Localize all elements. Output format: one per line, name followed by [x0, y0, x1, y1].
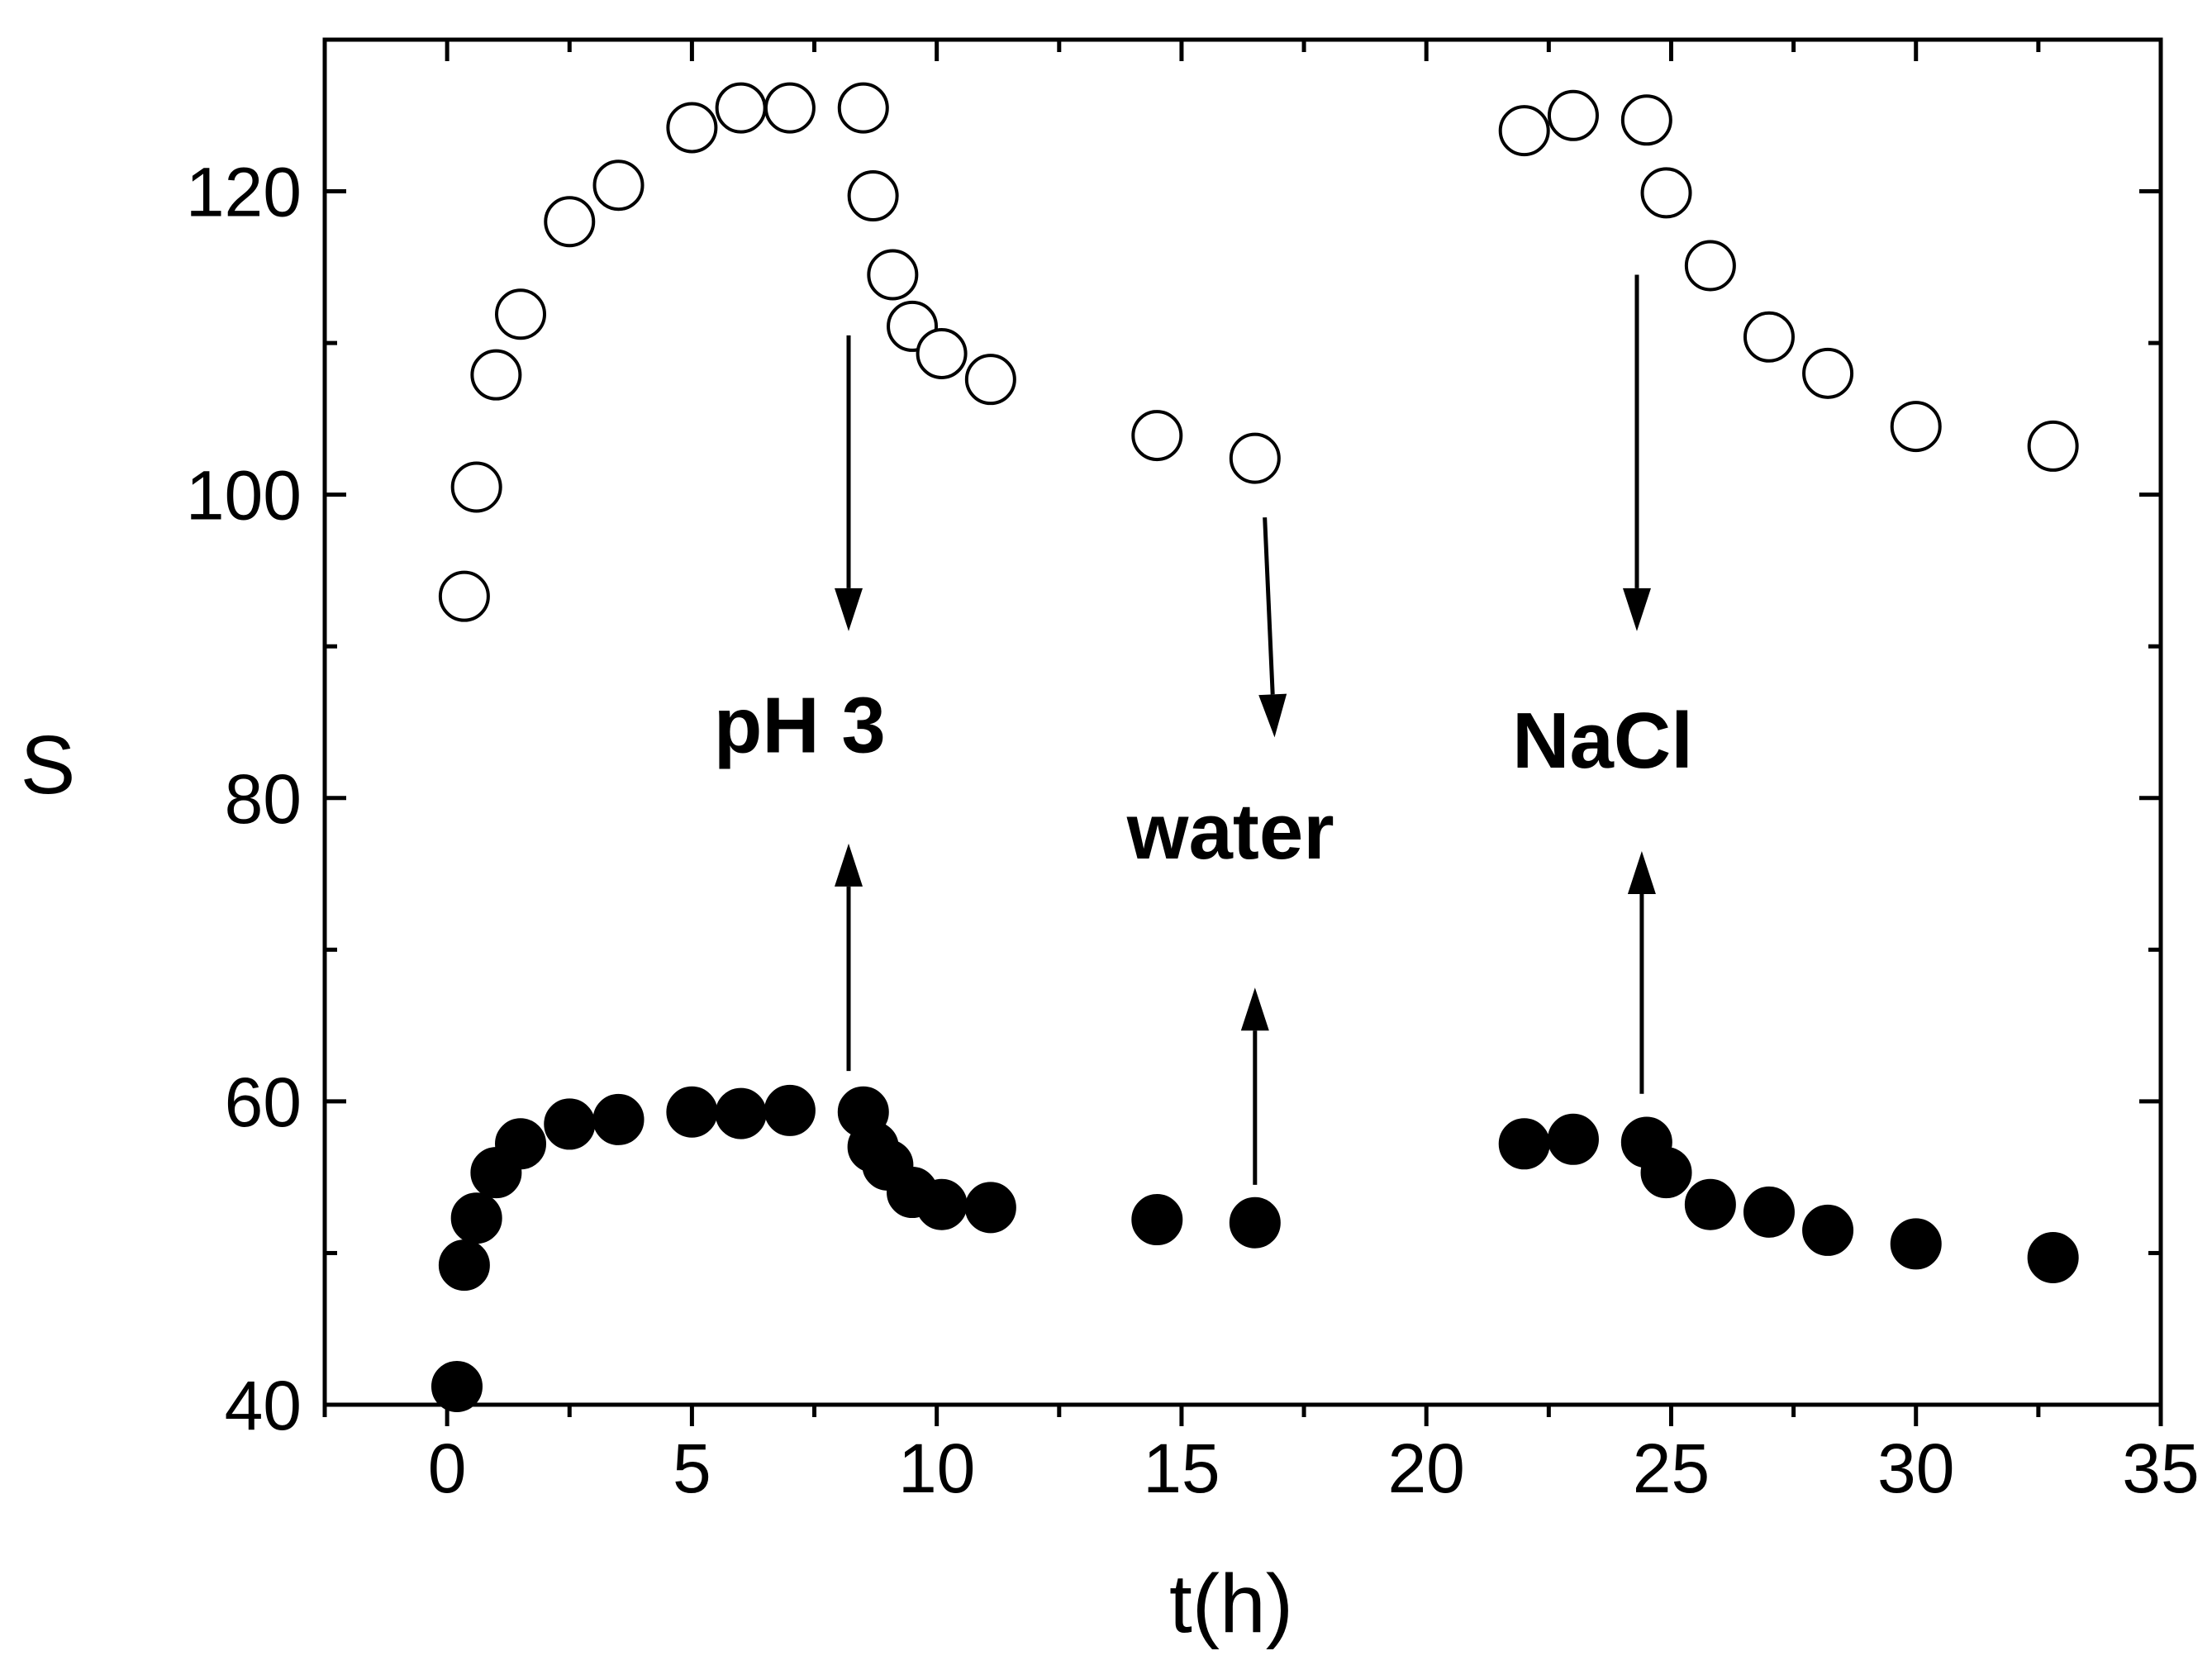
x-tick-label: 20: [1387, 1430, 1464, 1507]
open-data-point: [1547, 89, 1599, 141]
open-data-point: [847, 170, 899, 222]
y-axis-title: S: [21, 719, 76, 811]
open-data-point: [1743, 311, 1795, 363]
open-data-point: [867, 249, 919, 301]
open-data-point: [1684, 240, 1736, 292]
filled-data-point: [450, 1192, 502, 1244]
filled-data-point: [1131, 1194, 1183, 1246]
y-tick-label: 80: [225, 760, 302, 838]
filled-data-point: [1743, 1186, 1795, 1238]
filled-data-point: [495, 1118, 547, 1170]
x-tick-label: 10: [898, 1430, 975, 1507]
arrow-head: [1258, 693, 1287, 738]
open-data-point: [544, 196, 596, 248]
filled-data-point: [1890, 1218, 1942, 1270]
filled-data-point: [666, 1086, 718, 1138]
open-data-point: [1640, 167, 1692, 219]
filled-data-point: [1640, 1147, 1692, 1199]
y-tick-label: 40: [225, 1367, 302, 1444]
plot-area: 0 5 10 15 20 25 30 35 40 60 80 100 120 pH 3 water NaCl: [186, 37, 2200, 1507]
open-data-point: [763, 82, 816, 134]
open-data-point: [1802, 347, 1854, 399]
x-tick-label: 30: [1877, 1430, 1954, 1507]
open-data-point: [1229, 432, 1281, 484]
filled-data-point: [964, 1182, 1016, 1234]
x-tick-label: 5: [673, 1430, 711, 1507]
annotation-label: pH 3: [714, 682, 886, 770]
open-data-point: [2027, 420, 2079, 472]
filled-data-point: [438, 1239, 490, 1292]
arrow-shaft: [1263, 517, 1275, 695]
x-tick-label: 0: [428, 1430, 467, 1507]
open-data-point: [1890, 401, 1942, 453]
filled-data-point: [763, 1084, 816, 1136]
open-data-point: [1620, 94, 1672, 146]
open-data-point: [666, 102, 718, 154]
open-data-point: [715, 82, 767, 134]
filled-data-point: [431, 1360, 483, 1412]
x-tick-label: 35: [2122, 1430, 2199, 1507]
open-data-point: [450, 461, 502, 513]
open-data-point: [964, 354, 1016, 406]
open-data-point: [837, 82, 889, 134]
x-axis-title: t(h): [1169, 1558, 1293, 1650]
filled-data-point: [715, 1087, 767, 1139]
arrow-head: [1240, 987, 1269, 1031]
filled-data-point: [1498, 1118, 1550, 1170]
x-tick-label: 15: [1143, 1430, 1220, 1507]
filled-data-point: [1547, 1113, 1599, 1165]
filled-data-point: [592, 1093, 645, 1145]
plot-frame: [322, 37, 2163, 1407]
arrow-head: [1627, 851, 1656, 895]
annotation-label: NaCl: [1512, 697, 1693, 785]
x-tick-label: 25: [1633, 1430, 1710, 1507]
open-data-point: [916, 327, 968, 379]
open-data-point: [495, 288, 547, 340]
open-data-point: [438, 570, 490, 622]
arrow-head: [1622, 588, 1651, 631]
annotation-label: water: [1126, 787, 1334, 876]
y-tick-label: 60: [225, 1063, 302, 1141]
filled-data-point: [1802, 1204, 1854, 1256]
y-tick-label: 120: [186, 154, 302, 231]
y-tick-label: 100: [186, 457, 302, 535]
open-data-point: [592, 159, 645, 212]
filled-data-point: [1684, 1178, 1736, 1230]
filled-data-point: [916, 1178, 968, 1230]
open-data-point: [1498, 105, 1550, 157]
open-data-point: [470, 349, 522, 401]
arrow-head: [835, 843, 863, 887]
filled-data-point: [544, 1098, 596, 1150]
filled-data-point: [2027, 1231, 2079, 1283]
filled-data-point: [1229, 1196, 1281, 1249]
arrow-head: [835, 588, 863, 631]
open-data-point: [1131, 410, 1183, 462]
